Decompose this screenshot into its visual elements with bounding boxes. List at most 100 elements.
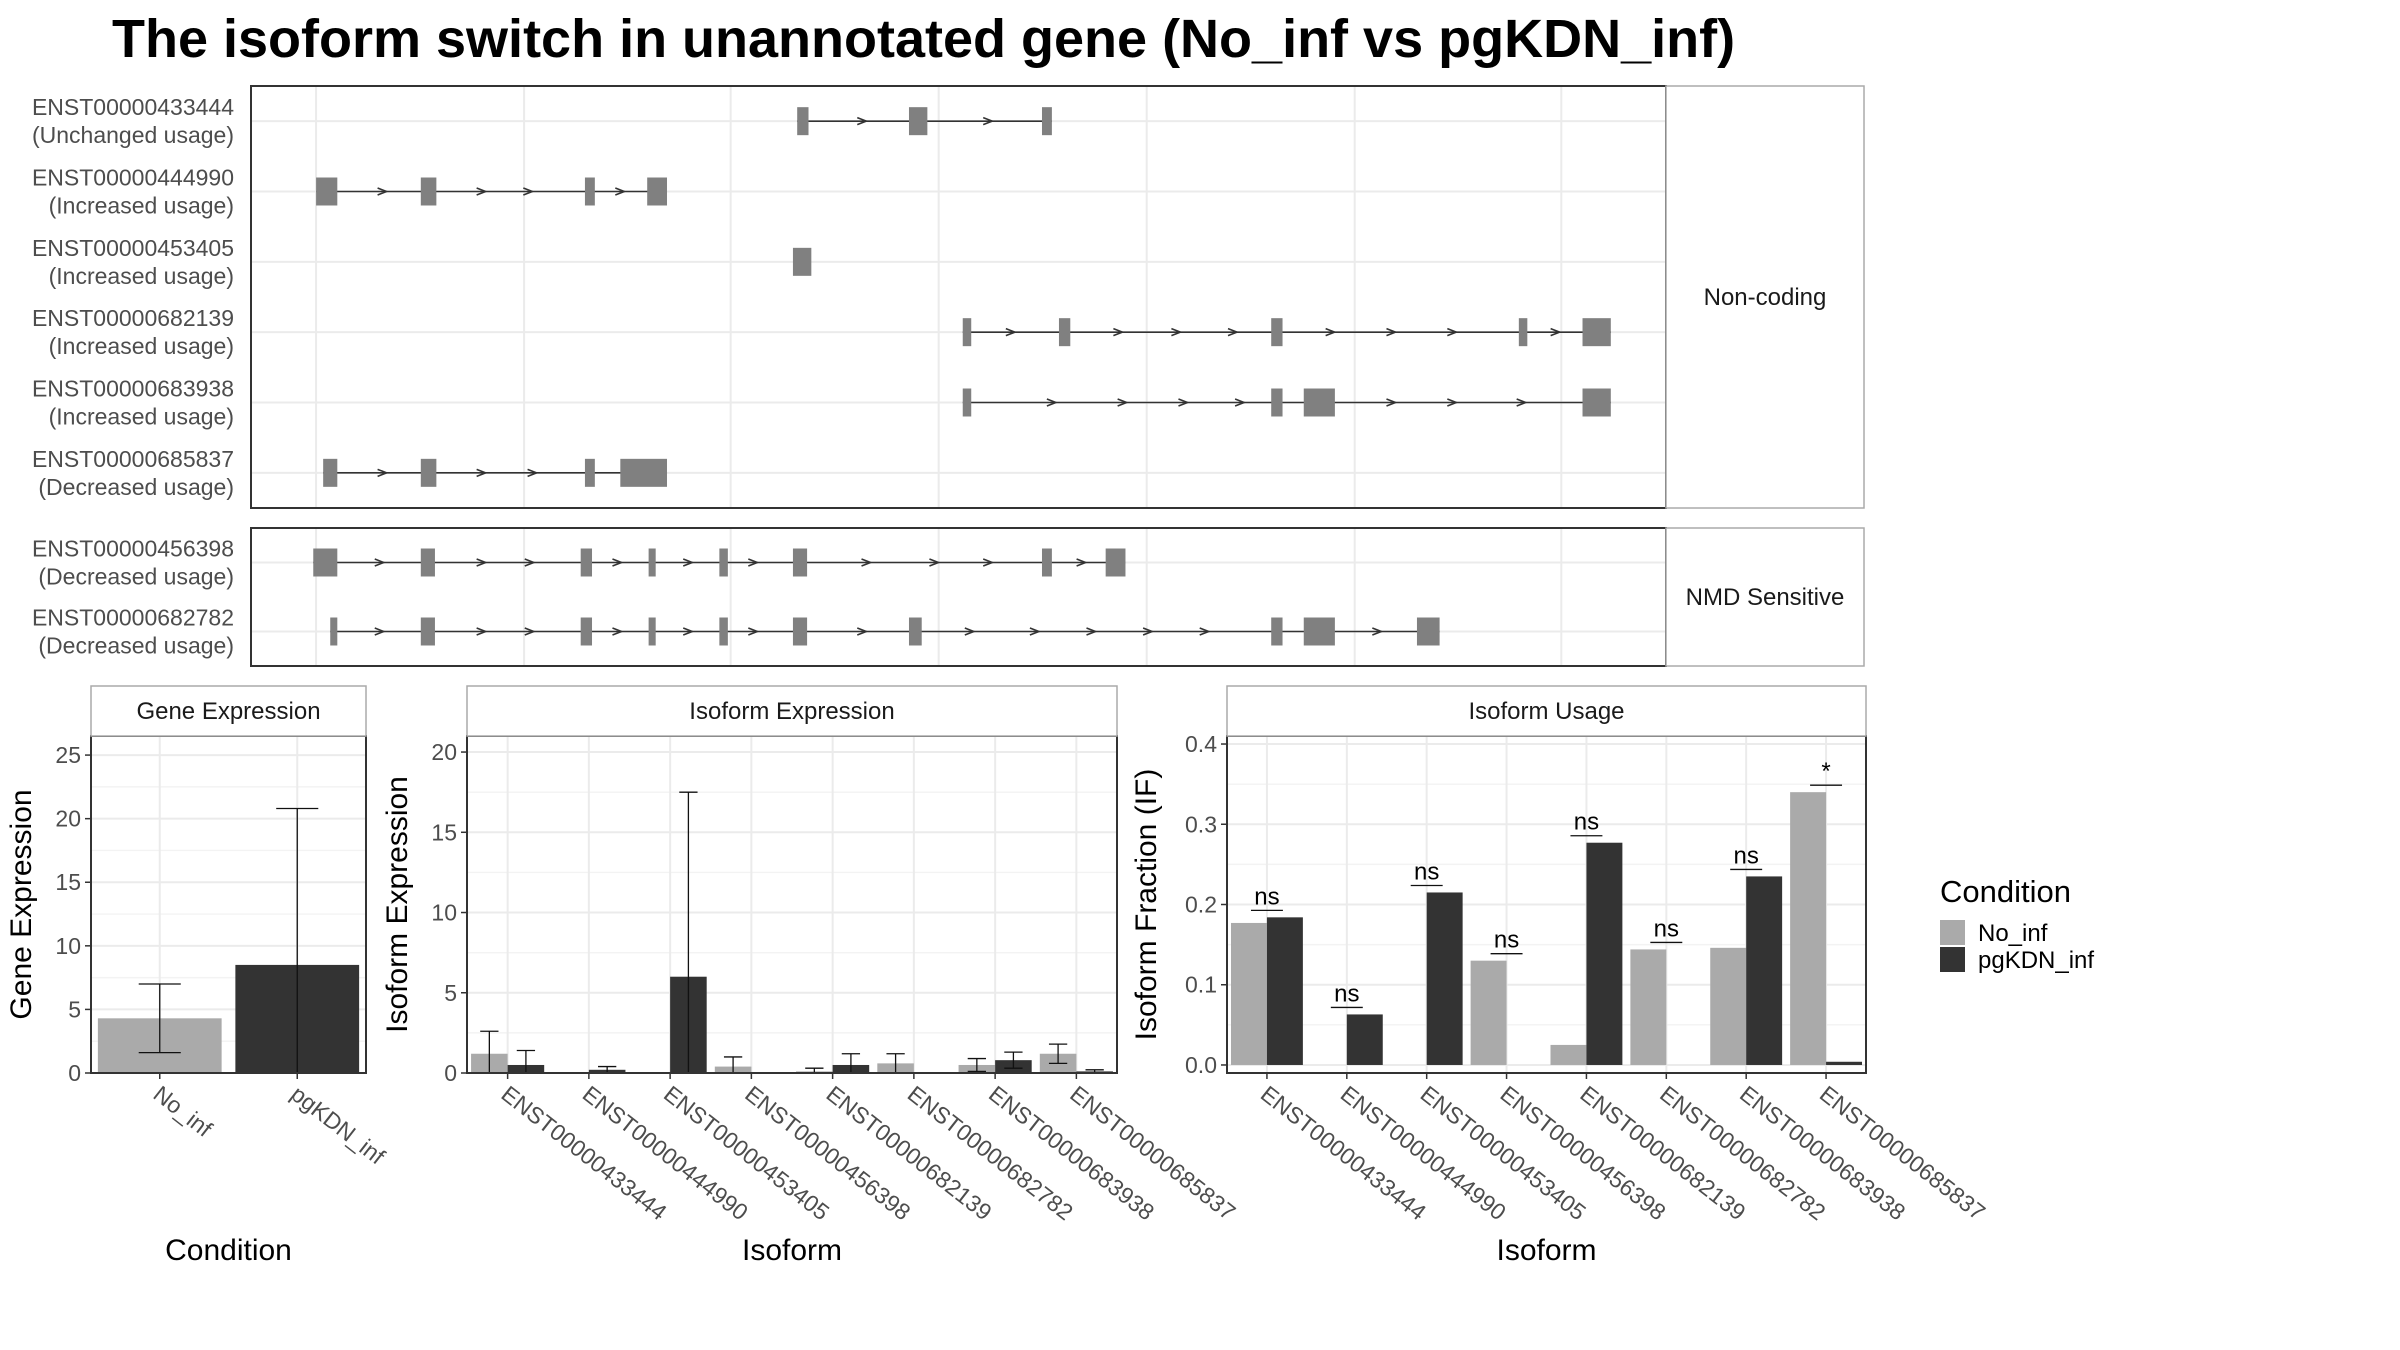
- y-tick-label: 15: [431, 819, 457, 845]
- significance-label: ns: [1414, 858, 1439, 885]
- exon-block: [797, 107, 809, 136]
- isoform-expression-panel: 05101520ENST00000433444ENST00000444990EN…: [381, 685, 1241, 1267]
- intron-direction-arrow: [964, 627, 977, 636]
- intron-direction-arrow: [1386, 398, 1398, 407]
- plot-background: [467, 736, 1117, 1073]
- y-tick-label: 0: [68, 1060, 81, 1086]
- facet-strip: [1665, 527, 1865, 667]
- intron-direction-arrow: [1516, 398, 1528, 407]
- panel-strip-label: Isoform Expression: [689, 698, 894, 725]
- intron-direction-arrow: [748, 627, 760, 636]
- bar-pgKDN_inf: [1826, 1061, 1863, 1065]
- panel-strip: [1226, 685, 1867, 737]
- bar-No_inf: [1710, 947, 1747, 1065]
- panel-strip-label: Isoform Usage: [1468, 698, 1624, 725]
- structure-panel-bg: [251, 86, 1666, 508]
- intron-direction-arrow: [612, 558, 624, 567]
- intron-direction-arrow: [476, 627, 488, 636]
- intron-direction-arrow: [682, 558, 695, 567]
- bar-No_inf: [1550, 1044, 1587, 1065]
- x-axis-title: Isoform: [742, 1234, 842, 1267]
- intron-direction-arrow: [856, 627, 869, 636]
- intron-direction-arrow: [476, 468, 488, 478]
- exon-block: [648, 548, 656, 577]
- x-tick-label: pgKDN_inf: [286, 1080, 390, 1169]
- intron-direction-arrow: [1550, 327, 1562, 337]
- intron-direction-arrow: [1234, 398, 1247, 407]
- exon-block: [420, 177, 437, 206]
- exon-block: [792, 247, 812, 276]
- bar-pgKDN_inf: [1746, 876, 1783, 1065]
- y-tick-label: 10: [55, 933, 81, 959]
- y-axis-title: Isoform Expression: [381, 776, 414, 1033]
- transcript-id-label: ENST00000433444: [32, 94, 234, 120]
- intron-direction-arrow: [527, 468, 539, 478]
- exon-block: [1058, 318, 1071, 347]
- exon-block: [1041, 548, 1052, 577]
- exon-block: [1271, 617, 1283, 646]
- intron-direction-arrow: [1227, 327, 1240, 337]
- y-tick-label: 5: [68, 996, 81, 1022]
- intron-direction-arrow: [524, 627, 536, 636]
- x-axis-title: Condition: [165, 1234, 292, 1267]
- bar-No_inf: [1470, 960, 1507, 1065]
- exon-block: [316, 177, 338, 206]
- y-tick-label: 0.3: [1185, 811, 1217, 837]
- legend-label: pgKDN_inf: [1978, 947, 2094, 974]
- y-tick-label: 0.1: [1185, 972, 1217, 998]
- y-axis-title: Gene Expression: [5, 789, 38, 1019]
- significance-label: ns: [1494, 927, 1519, 954]
- transcript-usage-label: (Increased usage): [49, 193, 234, 219]
- transcript-usage-label: (Increased usage): [49, 263, 234, 289]
- significance-label: ns: [1574, 809, 1599, 836]
- structure-panel-bg: [251, 528, 1666, 666]
- intron-direction-arrow: [1086, 627, 1098, 636]
- exon-block: [323, 458, 338, 487]
- gene-expression-panel: 0 5 10 15 20 25 No_inf pgKDN_inf Gene Expression…: [5, 685, 390, 1267]
- facet-strip-label: Non-coding: [1704, 284, 1827, 311]
- intron-direction-arrow: [1171, 327, 1183, 337]
- transcript-id-label: ENST00000682139: [32, 305, 234, 331]
- transcript-id-label: ENST00000444990: [32, 165, 234, 191]
- exon-block: [962, 318, 972, 347]
- y-tick-label: 25: [55, 742, 81, 768]
- legend-swatch-pgKDN_inf: [1940, 947, 1965, 972]
- y-tick-label: 20: [431, 739, 457, 765]
- transcript-usage-label: (Decreased usage): [38, 633, 234, 659]
- transcript-usage-label: (Increased usage): [49, 333, 234, 359]
- y-tick-label: 0: [444, 1060, 457, 1086]
- significance-label: ns: [1734, 842, 1759, 869]
- intron-direction-arrow: [1142, 627, 1155, 636]
- exon-block: [1271, 318, 1283, 347]
- intron-direction-arrow: [861, 558, 873, 567]
- intron-direction-arrow: [1447, 327, 1459, 337]
- isoform-usage-panel: 0.00.10.20.30.4nsnsnsnsnsnsns*ENST000004…: [1130, 685, 1990, 1267]
- exon-block: [1105, 548, 1126, 577]
- x-tick-label: No_inf: [149, 1080, 218, 1142]
- y-tick-label: 0.4: [1185, 731, 1217, 757]
- exon-block: [420, 617, 435, 646]
- intron-direction-arrow: [748, 558, 760, 567]
- significance-label: ns: [1654, 915, 1679, 942]
- bar-pgKDN_inf: [1426, 892, 1463, 1065]
- intron-direction-arrow: [1199, 627, 1211, 636]
- exon-block: [1582, 388, 1611, 417]
- y-tick-label: 10: [431, 900, 457, 926]
- transcript-id-label: ENST00000685837: [32, 446, 234, 472]
- facet-strip: [1665, 85, 1865, 509]
- exon-block: [313, 548, 338, 577]
- exon-block: [1518, 318, 1528, 347]
- exon-block: [620, 458, 668, 487]
- facet-strip-label: NMD Sensitive: [1686, 584, 1845, 611]
- intron-direction-arrow: [929, 558, 941, 567]
- transcript-id-label: ENST00000683938: [32, 376, 234, 402]
- intron-direction-arrow: [1117, 398, 1129, 407]
- exon-block: [1303, 388, 1335, 417]
- exon-block: [584, 177, 595, 206]
- legend-swatch-No_inf: [1940, 920, 1965, 945]
- intron-direction-arrow: [1178, 398, 1190, 407]
- intron-direction-arrow: [377, 187, 389, 196]
- intron-direction-arrow: [1372, 627, 1384, 636]
- panel-strip: [90, 685, 367, 737]
